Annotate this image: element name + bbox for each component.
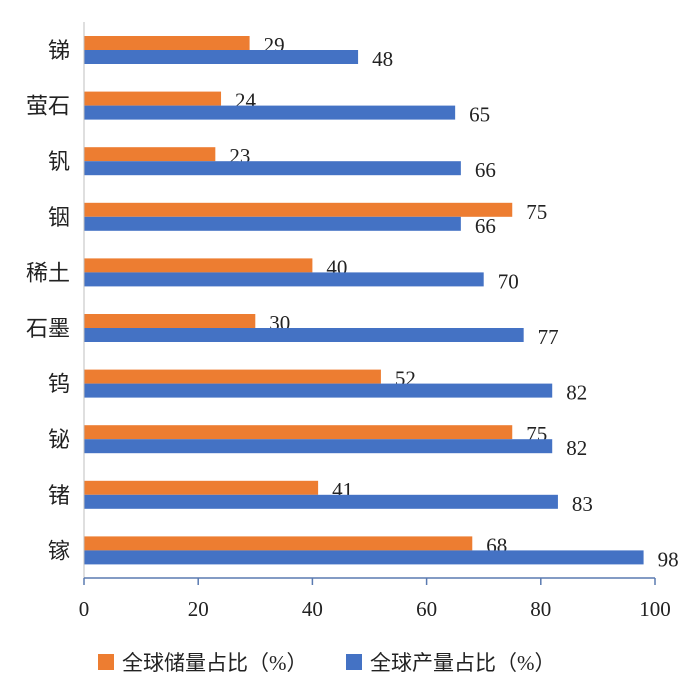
- bar-reserve: [84, 36, 250, 50]
- data-label: 98: [658, 547, 679, 571]
- category-label: 石墨: [26, 316, 70, 341]
- data-label: 66: [475, 158, 496, 182]
- legend-swatch: [346, 654, 362, 670]
- category-label: 钒: [48, 149, 70, 174]
- category-label: 稀土: [26, 260, 70, 285]
- data-label: 75: [526, 200, 547, 224]
- x-tick-label: 80: [530, 597, 551, 621]
- bar-reserve: [84, 369, 381, 384]
- legend-label: 全球储量占比（%）: [122, 651, 308, 675]
- data-label: 65: [469, 103, 490, 127]
- bar-reserve: [84, 202, 513, 217]
- x-tick-label: 60: [416, 597, 437, 621]
- category-label: 镓: [48, 538, 70, 563]
- legend-item: 全球储量占比（%）: [98, 651, 308, 675]
- x-tick-label: 20: [188, 597, 209, 621]
- legend-item: 全球产量占比（%）: [346, 651, 556, 675]
- bar-production: [84, 494, 558, 509]
- legend-label: 全球产量占比（%）: [370, 651, 556, 675]
- data-label: 82: [566, 436, 587, 460]
- bar-reserve: [84, 536, 473, 551]
- bar-reserve: [84, 147, 216, 162]
- data-label: 77: [538, 325, 559, 349]
- bar-production: [84, 439, 553, 454]
- x-tick-label: 100: [639, 597, 671, 621]
- data-label: 83: [572, 492, 593, 516]
- category-label: 锗: [48, 483, 70, 508]
- bar-production: [84, 383, 553, 398]
- category-label: 萤石: [26, 94, 70, 119]
- bar-reserve: [84, 480, 319, 495]
- x-tick-label: 0: [79, 597, 90, 621]
- bar-production: [84, 50, 359, 64]
- bar-reserve: [84, 258, 313, 273]
- bar-production: [84, 216, 461, 231]
- data-label: 82: [566, 381, 587, 405]
- legend-swatch: [98, 654, 114, 670]
- bar-production: [84, 161, 461, 176]
- x-tick-label: 40: [302, 597, 323, 621]
- bar-production: [84, 550, 644, 565]
- category-label: 锑: [48, 38, 70, 63]
- bar-reserve: [84, 91, 222, 106]
- bar-reserve: [84, 314, 256, 328]
- data-label: 66: [475, 214, 496, 238]
- category-label: 铟: [48, 205, 70, 230]
- category-label: 钨: [48, 372, 70, 397]
- bar-production: [84, 328, 524, 342]
- data-label: 70: [498, 269, 519, 293]
- bar-production: [84, 105, 456, 120]
- category-label: 铋: [48, 427, 70, 452]
- bar-reserve: [84, 425, 513, 440]
- bar-production: [84, 272, 484, 287]
- data-label: 48: [372, 47, 393, 71]
